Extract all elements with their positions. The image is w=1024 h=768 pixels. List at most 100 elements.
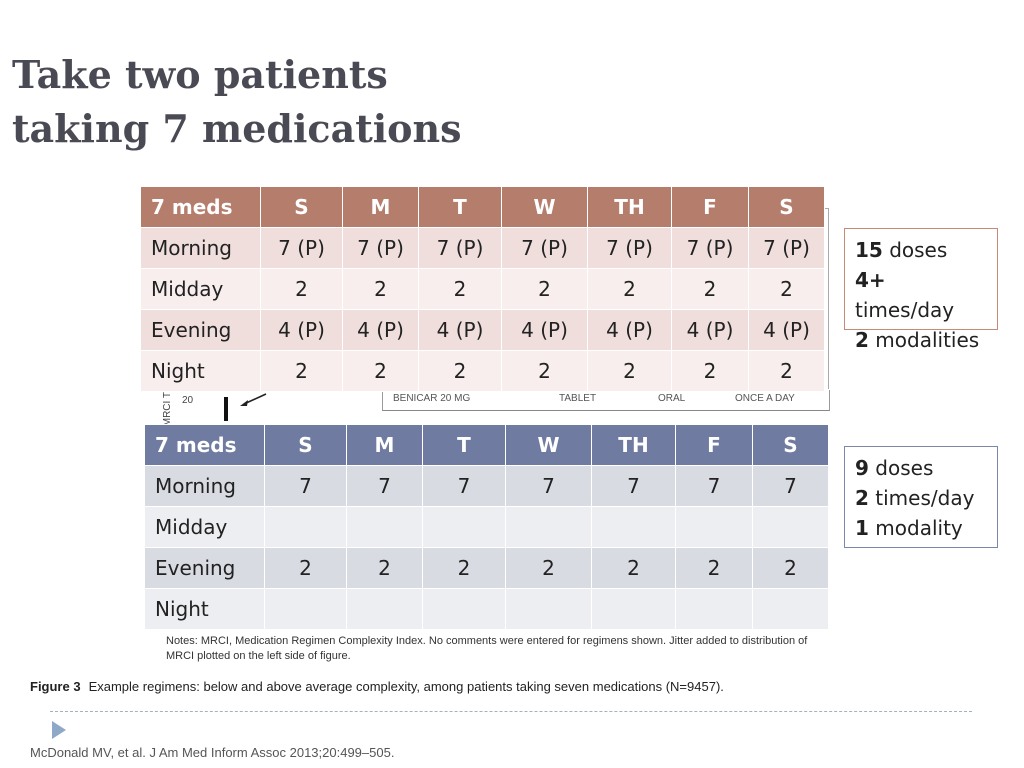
row-label: Morning (140, 227, 261, 269)
summary-times: 4+ times/day (855, 268, 955, 322)
table-cell: 7 (P) (418, 227, 502, 269)
page-title: Take two patients taking 7 medications (12, 48, 462, 156)
table-cell: 4 (P) (418, 309, 502, 351)
table-cell (346, 506, 423, 548)
table-cell: 7 (505, 465, 592, 507)
table-cell: 2 (501, 268, 588, 310)
triangle-bullet-icon (52, 721, 66, 739)
figure-notes: Notes: MRCI, Medication Regimen Complexi… (166, 635, 808, 662)
table-cell: 2 (260, 350, 343, 392)
table-cell: 2 (752, 547, 829, 589)
fragment-frequency: ONCE A DAY (735, 393, 795, 404)
summary-doses: 15 doses (855, 238, 948, 262)
header-cell: S (752, 424, 829, 466)
table-cell (505, 588, 592, 630)
table-cell (505, 506, 592, 548)
header-cell: 7 meds (144, 424, 265, 466)
table-row: Evening 4 (P) 4 (P) 4 (P) 4 (P) 4 (P) 4 … (140, 309, 825, 351)
table-row: Evening 2 2 2 2 2 2 2 (144, 547, 829, 589)
table-row: Night (144, 588, 829, 630)
table-cell: 7 (P) (501, 227, 588, 269)
citation: McDonald MV, et al. J Am Med Inform Asso… (30, 745, 395, 760)
title-line-1: Take two patients (12, 52, 388, 97)
table-cell: 2 (748, 350, 825, 392)
table-cell (422, 588, 506, 630)
table-cell: 2 (587, 268, 672, 310)
table-cell: 2 (591, 547, 676, 589)
row-label: Evening (140, 309, 261, 351)
row-label: Night (140, 350, 261, 392)
table-cell (264, 588, 347, 630)
table-cell: 7 (P) (587, 227, 672, 269)
table-cell: 7 (422, 465, 506, 507)
figure-caption: Figure 3 Example regimens: below and abov… (30, 679, 724, 694)
table-cell (264, 506, 347, 548)
fragment-drug: BENICAR 20 MG (393, 393, 471, 404)
caption-text: Example regimens: below and above averag… (88, 679, 724, 694)
fragment-route: ORAL (658, 393, 686, 404)
table-cell (675, 506, 753, 548)
regimen-table-low: 7 meds S M T W TH F S Morning 7 7 7 7 7 … (144, 424, 829, 630)
table-cell: 2 (418, 268, 502, 310)
table-cell: 2 (422, 547, 506, 589)
title-line-2: taking 7 medications (12, 106, 462, 151)
header-cell: T (418, 186, 502, 228)
header-cell: W (501, 186, 588, 228)
figure-fragment-row: BENICAR 20 MG TABLET ORAL ONCE A DAY (382, 390, 830, 411)
table-row: Midday 2 2 2 2 2 2 2 (140, 268, 825, 310)
fragment-form: TABLET (559, 393, 597, 404)
summary-doses: 9 doses (855, 456, 934, 480)
header-cell: S (260, 186, 343, 228)
table-cell (422, 506, 506, 548)
fragment-axis-label: MRCI T (162, 392, 173, 427)
table-cell: 7 (P) (748, 227, 825, 269)
table-cell: 4 (P) (748, 309, 825, 351)
table-cell: 2 (260, 268, 343, 310)
table-cell: 2 (748, 268, 825, 310)
table-cell: 2 (342, 350, 419, 392)
table-header-row: 7 meds S M T W TH F S (144, 424, 829, 466)
row-label: Midday (144, 506, 265, 548)
table-cell (591, 588, 676, 630)
arrow-icon (240, 393, 267, 406)
table-cell: 2 (505, 547, 592, 589)
caption-label: Figure 3 (30, 679, 81, 694)
table-cell: 4 (P) (260, 309, 343, 351)
table-cell: 7 (752, 465, 829, 507)
summary-box-low: 9 doses 2 times/day 1 modality (844, 446, 998, 548)
table-cell (752, 588, 829, 630)
row-label: Morning (144, 465, 265, 507)
fragment-axis-bar (224, 397, 228, 421)
row-label: Midday (140, 268, 261, 310)
header-cell: S (748, 186, 825, 228)
table-cell: 2 (675, 547, 753, 589)
table-cell: 4 (P) (342, 309, 419, 351)
fragment-axis-tick: 20 (182, 395, 194, 406)
table-cell: 7 (346, 465, 423, 507)
header-cell: T (422, 424, 506, 466)
table-cell: 7 (P) (342, 227, 419, 269)
header-cell: S (264, 424, 347, 466)
table-cell (675, 588, 753, 630)
table-cell: 2 (587, 350, 672, 392)
table-cell: 7 (675, 465, 753, 507)
regimen-table-high: 7 meds S M T W TH F S Morning 7 (P) 7 (P… (140, 186, 825, 392)
table-cell: 2 (671, 350, 749, 392)
header-cell: TH (587, 186, 672, 228)
header-cell: W (505, 424, 592, 466)
table-cell: 7 (P) (260, 227, 343, 269)
row-label: Evening (144, 547, 265, 589)
header-cell: F (671, 186, 749, 228)
header-cell: 7 meds (140, 186, 261, 228)
table-cell: 4 (P) (671, 309, 749, 351)
table-cell: 2 (346, 547, 423, 589)
summary-modalities: 1 modality (855, 516, 963, 540)
table-row: Morning 7 7 7 7 7 7 7 (144, 465, 829, 507)
table-cell: 2 (264, 547, 347, 589)
table-row: Night 2 2 2 2 2 2 2 (140, 350, 825, 392)
header-cell: TH (591, 424, 676, 466)
table-cell: 7 (P) (671, 227, 749, 269)
table-row: Morning 7 (P) 7 (P) 7 (P) 7 (P) 7 (P) 7 … (140, 227, 825, 269)
table-cell (346, 588, 423, 630)
table-row: Midday (144, 506, 829, 548)
